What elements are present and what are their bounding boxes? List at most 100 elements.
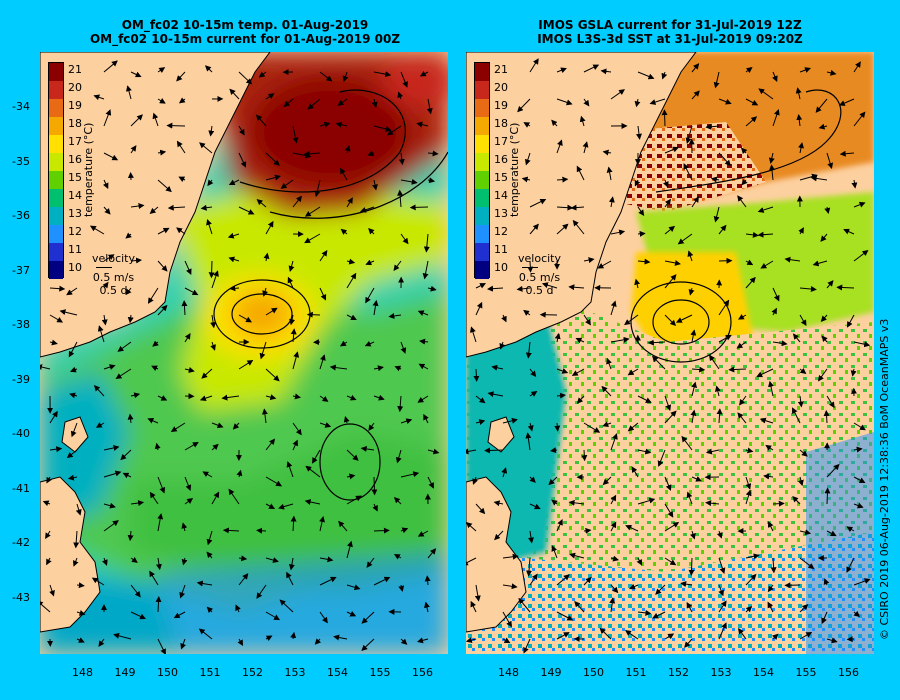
velocity-arrow [718, 600, 727, 613]
latitude-tick-label: -38 [12, 318, 30, 331]
velocity-arrow [152, 112, 159, 127]
velocity-arrow [718, 584, 724, 597]
velocity-arrow [238, 555, 248, 562]
velocity-arrow [556, 574, 570, 586]
velocity-arrow [716, 530, 723, 539]
velocity-arrow [688, 557, 695, 576]
velocity-arrow [170, 422, 186, 432]
velocity-arrow [103, 470, 122, 478]
velocity-arrow [470, 600, 477, 613]
velocity-arrow [279, 599, 294, 613]
velocity-arrow [288, 557, 295, 571]
velocity-arrow [502, 637, 511, 644]
velocity-arrow [346, 540, 353, 559]
velocity-arrow [799, 449, 808, 457]
colorbar-tick: 16 [494, 153, 508, 166]
velocity-arrow [610, 584, 619, 594]
velocity-arrow [422, 260, 429, 280]
velocity-arrow [95, 422, 105, 428]
velocity-arrow [664, 198, 671, 208]
velocity-arrow [228, 179, 240, 186]
velocity-arrow [93, 94, 105, 101]
velocity-arrow [610, 521, 617, 532]
right-title-line2: IMOS L3S-3d SST at 31-Jul-2019 09:20Z [537, 32, 803, 46]
velocity-arrow [130, 114, 143, 127]
velocity-arrow [836, 284, 855, 291]
velocity-arrow [211, 491, 220, 505]
colorbar-tick: 18 [494, 117, 508, 130]
velocity-arrow [238, 206, 255, 215]
velocity-arrow [400, 341, 407, 354]
velocity-arrow [67, 474, 78, 481]
velocity-arrow [609, 597, 616, 613]
velocity-arrow [758, 88, 774, 100]
velocity-arrow [130, 71, 142, 78]
velocity-arrow [368, 422, 375, 432]
velocity-arrow [290, 515, 297, 532]
velocity-arrow [416, 121, 429, 128]
velocity-arrow [466, 448, 477, 455]
velocity-key-duration: 0.5 d [525, 284, 554, 297]
velocity-arrow [184, 498, 194, 505]
velocity-arrow [799, 67, 811, 73]
velocity-arrow [424, 601, 430, 613]
colorbar-tick: 10 [68, 261, 82, 274]
velocity-arrow [237, 638, 244, 647]
velocity-arrow [184, 441, 199, 451]
velocity-arrow [664, 503, 674, 518]
velocity-arrow [102, 179, 109, 190]
velocity-arrow [637, 206, 645, 216]
velocity-arrow [184, 367, 195, 373]
velocity-arrow [853, 476, 866, 483]
velocity-arrow [737, 195, 747, 208]
velocity-arrow [556, 611, 574, 621]
velocity-arrow [529, 368, 537, 378]
velocity-arrow [853, 201, 866, 208]
velocity-arrow [395, 449, 402, 464]
velocity-arrow [229, 285, 240, 292]
velocity-arrow [718, 334, 732, 343]
velocity-arrow [147, 287, 159, 304]
velocity-key-label: velocity [518, 252, 561, 265]
velocity-arrow [470, 326, 477, 343]
velocity-arrow [664, 274, 677, 289]
velocity-arrow [812, 260, 828, 267]
velocity-arrow [528, 530, 534, 544]
latitude-tick-label: -37 [12, 263, 30, 277]
velocity-arrow [120, 449, 132, 461]
velocity-arrow [280, 179, 294, 189]
velocity-arrow [767, 601, 774, 613]
velocity-arrow [343, 416, 350, 424]
velocity-arrow [340, 228, 348, 235]
velocity-arrow [473, 368, 480, 382]
velocity-arrow [157, 513, 164, 532]
velocity-arrow [292, 422, 302, 436]
colorbar-tick: 12 [494, 225, 508, 238]
velocity-arrow [373, 71, 392, 78]
velocity-key: velocity 0.5 m/s 0.5 d [518, 252, 561, 297]
velocity-arrow [261, 408, 268, 424]
velocity-arrow [571, 368, 585, 376]
velocity-arrow [850, 368, 857, 377]
velocity-arrow [556, 392, 566, 399]
velocity-arrow [130, 145, 137, 154]
velocity-arrow [629, 583, 639, 590]
velocity-arrow [97, 325, 105, 343]
velocity-arrow [373, 365, 384, 372]
velocity-arrow [664, 633, 675, 640]
velocity-arrow [157, 149, 167, 156]
velocity-arrow [838, 98, 855, 106]
velocity-arrow [686, 602, 693, 613]
longitude-tick-label: 153 [710, 666, 732, 679]
velocity-arrow [103, 254, 115, 262]
velocity-arrow [582, 141, 589, 154]
velocity-arrow [739, 395, 747, 406]
velocity-arrow [772, 109, 780, 127]
velocity-arrow [367, 150, 375, 157]
velocity-arrow [208, 260, 215, 279]
velocity-arrow [599, 627, 612, 640]
velocity-arrow [339, 340, 348, 347]
velocity-arrow [768, 380, 774, 397]
velocity-arrow [386, 125, 402, 136]
velocity-arrow [821, 335, 828, 343]
